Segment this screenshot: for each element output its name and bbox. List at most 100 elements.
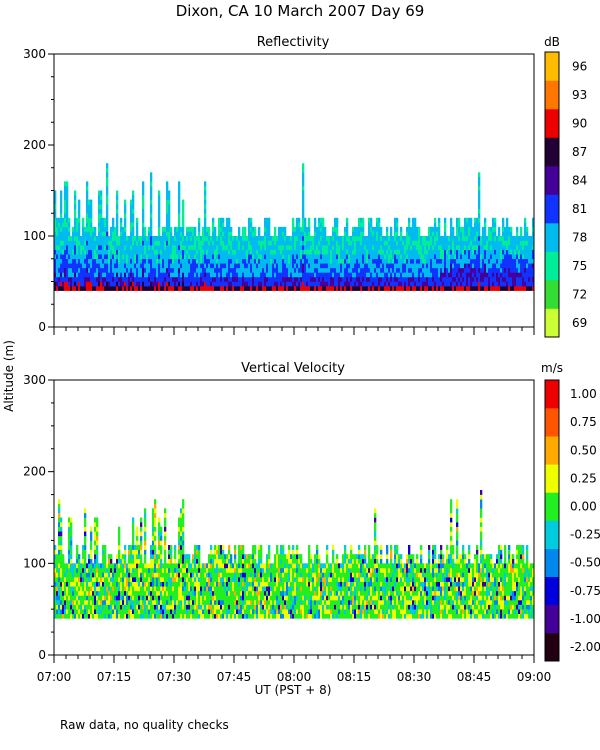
reflectivity-cell <box>204 199 207 205</box>
reflectivity-cell <box>308 217 311 223</box>
reflectivity-cell <box>480 249 483 255</box>
reflectivity-cell <box>164 231 167 237</box>
reflectivity-cell <box>356 272 359 278</box>
reflectivity-cell <box>284 263 287 269</box>
reflectivity-cell <box>514 240 517 246</box>
reflectivity-cell <box>78 254 81 260</box>
reflectivity-cell <box>266 254 269 260</box>
reflectivity-cell <box>76 272 79 278</box>
reflectivity-cell <box>360 236 363 241</box>
reflectivity-cell <box>476 217 479 223</box>
velocity-cell <box>126 600 129 605</box>
reflectivity-cell <box>244 258 247 264</box>
reflectivity-cell <box>370 254 373 260</box>
reflectivity-cell <box>208 263 211 269</box>
reflectivity-cell <box>166 217 169 223</box>
velocity-cell <box>154 586 157 592</box>
velocity-cell <box>82 558 85 564</box>
reflectivity-cell <box>88 240 91 246</box>
reflectivity-cell <box>248 258 251 264</box>
reflectivity-cell <box>78 245 81 250</box>
reflectivity-cell <box>100 199 103 205</box>
reflectivity-cell <box>220 267 223 273</box>
reflectivity-cell <box>354 249 357 255</box>
reflectivity-y-tick-label: 100 <box>23 229 46 243</box>
reflectivity-cell <box>518 281 521 287</box>
reflectivity-cell <box>326 258 329 264</box>
velocity-cell <box>176 572 179 578</box>
reflectivity-cell <box>132 199 135 205</box>
velocity-cell <box>160 567 163 573</box>
reflectivity-cell <box>106 163 109 169</box>
reflectivity-cell <box>472 236 475 241</box>
reflectivity-cell <box>436 258 439 264</box>
reflectivity-cell <box>398 249 401 255</box>
reflectivity-cell <box>340 258 343 264</box>
velocity-cell <box>186 590 189 596</box>
reflectivity-cell <box>418 249 421 255</box>
reflectivity-cell <box>392 245 395 250</box>
velocity-cell <box>176 586 179 592</box>
reflectivity-cell <box>286 240 289 246</box>
reflectivity-cell <box>458 254 461 260</box>
reflectivity-cell <box>452 276 455 282</box>
velocity-cell <box>184 572 187 578</box>
velocity-cell <box>62 581 65 587</box>
reflectivity-cell <box>208 272 211 278</box>
reflectivity-cell <box>190 281 193 287</box>
reflectivity-cell <box>114 263 117 269</box>
reflectivity-cell <box>66 226 69 232</box>
reflectivity-cell <box>446 245 449 250</box>
reflectivity-cell <box>280 240 283 246</box>
reflectivity-cell <box>62 245 65 250</box>
reflectivity-cell <box>276 258 279 264</box>
reflectivity-cell <box>332 276 335 282</box>
reflectivity-cell <box>268 281 271 287</box>
velocity-cell <box>216 558 219 564</box>
reflectivity-cell <box>192 286 195 291</box>
velocity-cell <box>76 590 79 596</box>
reflectivity-cell <box>342 286 345 291</box>
reflectivity-cell <box>156 286 159 291</box>
reflectivity-cell <box>58 245 61 250</box>
velocity-cell <box>182 581 185 587</box>
reflectivity-cell <box>60 276 63 282</box>
velocity-cell <box>130 581 133 587</box>
velocity-cell <box>100 577 103 582</box>
reflectivity-cell <box>212 258 215 264</box>
reflectivity-cell <box>274 254 277 260</box>
reflectivity-cell <box>154 263 157 269</box>
reflectivity-cell <box>166 199 169 205</box>
reflectivity-cell <box>396 226 399 232</box>
reflectivity-cell <box>124 240 127 246</box>
reflectivity-cell <box>188 240 191 246</box>
velocity-cell <box>180 563 183 569</box>
velocity-cell <box>70 609 73 615</box>
reflectivity-cell <box>144 272 147 278</box>
reflectivity-cell <box>358 281 361 287</box>
velocity-cell <box>70 577 73 582</box>
velocity-cell <box>198 590 201 596</box>
reflectivity-colorbar-frame <box>544 51 560 338</box>
velocity-cell <box>166 567 169 573</box>
reflectivity-cell <box>326 240 329 246</box>
reflectivity-cell <box>262 276 265 282</box>
reflectivity-cell <box>434 276 437 282</box>
velocity-cell <box>84 563 87 569</box>
reflectivity-cell <box>186 226 189 232</box>
reflectivity-cell <box>292 254 295 260</box>
reflectivity-cell <box>364 281 367 287</box>
reflectivity-cell <box>102 245 105 250</box>
reflectivity-cell <box>152 272 155 278</box>
velocity-cell <box>166 609 169 615</box>
reflectivity-cell <box>310 267 313 273</box>
reflectivity-cell <box>104 231 107 237</box>
reflectivity-cell <box>124 222 127 228</box>
reflectivity-cell <box>194 276 197 282</box>
reflectivity-cell <box>130 236 133 241</box>
reflectivity-cell <box>192 281 195 287</box>
reflectivity-cell <box>84 245 87 250</box>
reflectivity-cell <box>56 258 59 264</box>
velocity-cell <box>70 600 73 605</box>
